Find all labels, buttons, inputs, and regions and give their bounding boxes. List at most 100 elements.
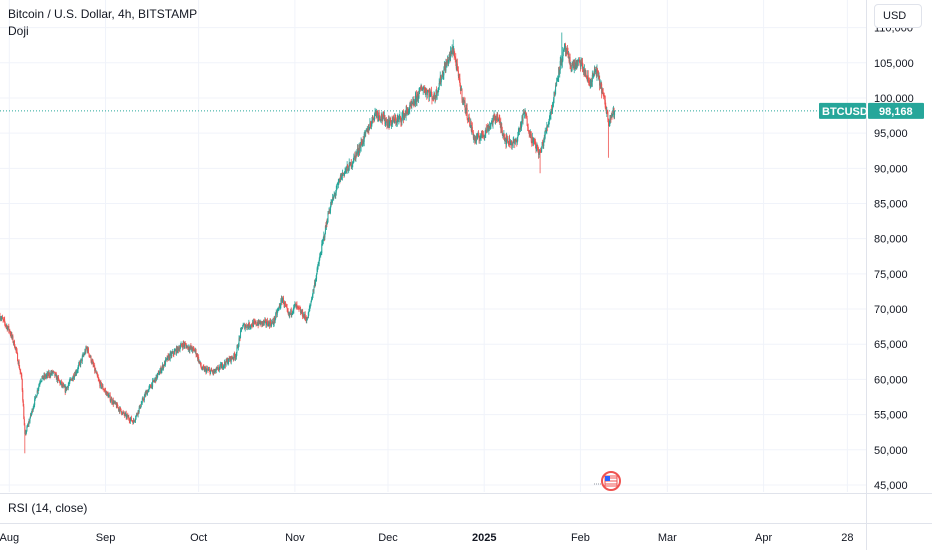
candle-body bbox=[523, 113, 525, 114]
candle-down bbox=[122, 409, 124, 415]
candle-body bbox=[518, 128, 520, 132]
candle-up bbox=[262, 320, 264, 326]
candle-body bbox=[198, 360, 200, 363]
candle-body bbox=[331, 202, 333, 205]
candle-up bbox=[69, 377, 71, 385]
candle-body bbox=[172, 351, 174, 354]
candle-body bbox=[514, 141, 516, 144]
candle-body bbox=[135, 418, 137, 421]
candle-body bbox=[586, 76, 588, 79]
candle-body bbox=[411, 103, 413, 105]
candle-down bbox=[182, 342, 184, 351]
candle-body bbox=[344, 172, 346, 176]
price-axis[interactable]: 45,00050,00055,00060,00065,00070,00075,0… bbox=[874, 23, 914, 492]
candle-body bbox=[167, 355, 169, 357]
candle-body bbox=[588, 81, 590, 83]
candle-down bbox=[20, 368, 22, 374]
candle-up bbox=[571, 69, 573, 72]
candle-down bbox=[400, 117, 402, 127]
currency-button[interactable]: USD bbox=[874, 4, 922, 28]
candle-up bbox=[31, 410, 33, 417]
candle-body bbox=[404, 113, 406, 116]
candle-up bbox=[94, 368, 96, 372]
candle-body bbox=[136, 413, 138, 415]
candle-up bbox=[72, 375, 74, 379]
candle-down bbox=[602, 88, 604, 97]
candle-up bbox=[442, 72, 444, 80]
candle-body bbox=[319, 254, 321, 257]
candle-body bbox=[533, 139, 535, 141]
candle-body bbox=[582, 68, 584, 72]
candle-down bbox=[254, 319, 256, 325]
candle-up bbox=[384, 121, 386, 127]
candle-body bbox=[151, 384, 153, 388]
candle-body bbox=[399, 116, 401, 118]
candle-down bbox=[12, 340, 14, 346]
candle-up bbox=[124, 412, 126, 417]
candle-body bbox=[590, 82, 592, 84]
candle-up bbox=[77, 367, 79, 374]
candle-body bbox=[273, 323, 275, 325]
candle-up bbox=[241, 327, 243, 332]
candle-body bbox=[107, 392, 109, 394]
candle-up bbox=[294, 303, 296, 307]
candle-body bbox=[475, 135, 477, 142]
candle-up bbox=[189, 345, 191, 351]
candle-down bbox=[417, 90, 419, 102]
candle-down bbox=[429, 87, 431, 97]
economic-event-flag-icon[interactable] bbox=[594, 471, 621, 491]
candle-up bbox=[409, 102, 411, 115]
candle-up bbox=[513, 136, 515, 143]
candle-up bbox=[558, 67, 560, 82]
candle-body bbox=[13, 341, 15, 348]
time-axis[interactable]: Aug Sep Oct Nov Dec 2025 Feb Mar Apr 28 bbox=[0, 532, 854, 544]
candle-down bbox=[550, 104, 552, 115]
rsi-indicator-label[interactable]: RSI (14, close) bbox=[8, 501, 88, 515]
candle-body bbox=[612, 111, 614, 115]
candle-down bbox=[247, 323, 249, 330]
candle-up bbox=[208, 366, 210, 371]
candle-body bbox=[492, 117, 494, 125]
candle-down bbox=[341, 172, 343, 177]
candle-up bbox=[243, 322, 245, 326]
candle-down bbox=[509, 134, 511, 148]
candle-body bbox=[497, 120, 499, 122]
candle-body bbox=[81, 356, 83, 362]
candle-down bbox=[230, 356, 232, 364]
candle-body bbox=[287, 308, 289, 312]
candle-up bbox=[512, 137, 514, 148]
candle-down bbox=[339, 177, 341, 184]
candle-up bbox=[321, 240, 323, 256]
candle-body bbox=[22, 390, 24, 401]
candle-down bbox=[391, 115, 393, 125]
candle-up bbox=[504, 137, 506, 142]
candle-body bbox=[17, 361, 19, 364]
candle-body bbox=[461, 99, 463, 102]
candle-down bbox=[597, 67, 599, 74]
candle-up bbox=[38, 382, 40, 386]
candle-up bbox=[210, 367, 212, 372]
candle-up bbox=[353, 153, 355, 163]
candle-body bbox=[564, 44, 566, 52]
candle-up bbox=[0, 316, 2, 322]
candle-body bbox=[401, 115, 403, 117]
candle-down bbox=[162, 364, 164, 371]
candle-down bbox=[260, 320, 262, 324]
candle-body bbox=[606, 110, 608, 112]
candle-body bbox=[194, 351, 196, 352]
candle-down bbox=[17, 352, 19, 362]
candle-body bbox=[603, 95, 605, 97]
candle-body bbox=[363, 133, 365, 142]
candle-up bbox=[422, 87, 424, 92]
candle-body bbox=[120, 408, 122, 412]
candle-body bbox=[302, 310, 304, 317]
candle-up bbox=[234, 353, 236, 362]
candle-up bbox=[259, 320, 261, 324]
candle-down bbox=[286, 303, 288, 308]
candle-body bbox=[506, 138, 508, 141]
candle-body bbox=[441, 73, 443, 76]
symbol-title[interactable]: Bitcoin / U.S. Dollar, 4h, BITSTAMP bbox=[8, 7, 198, 21]
candle-body bbox=[390, 117, 392, 122]
